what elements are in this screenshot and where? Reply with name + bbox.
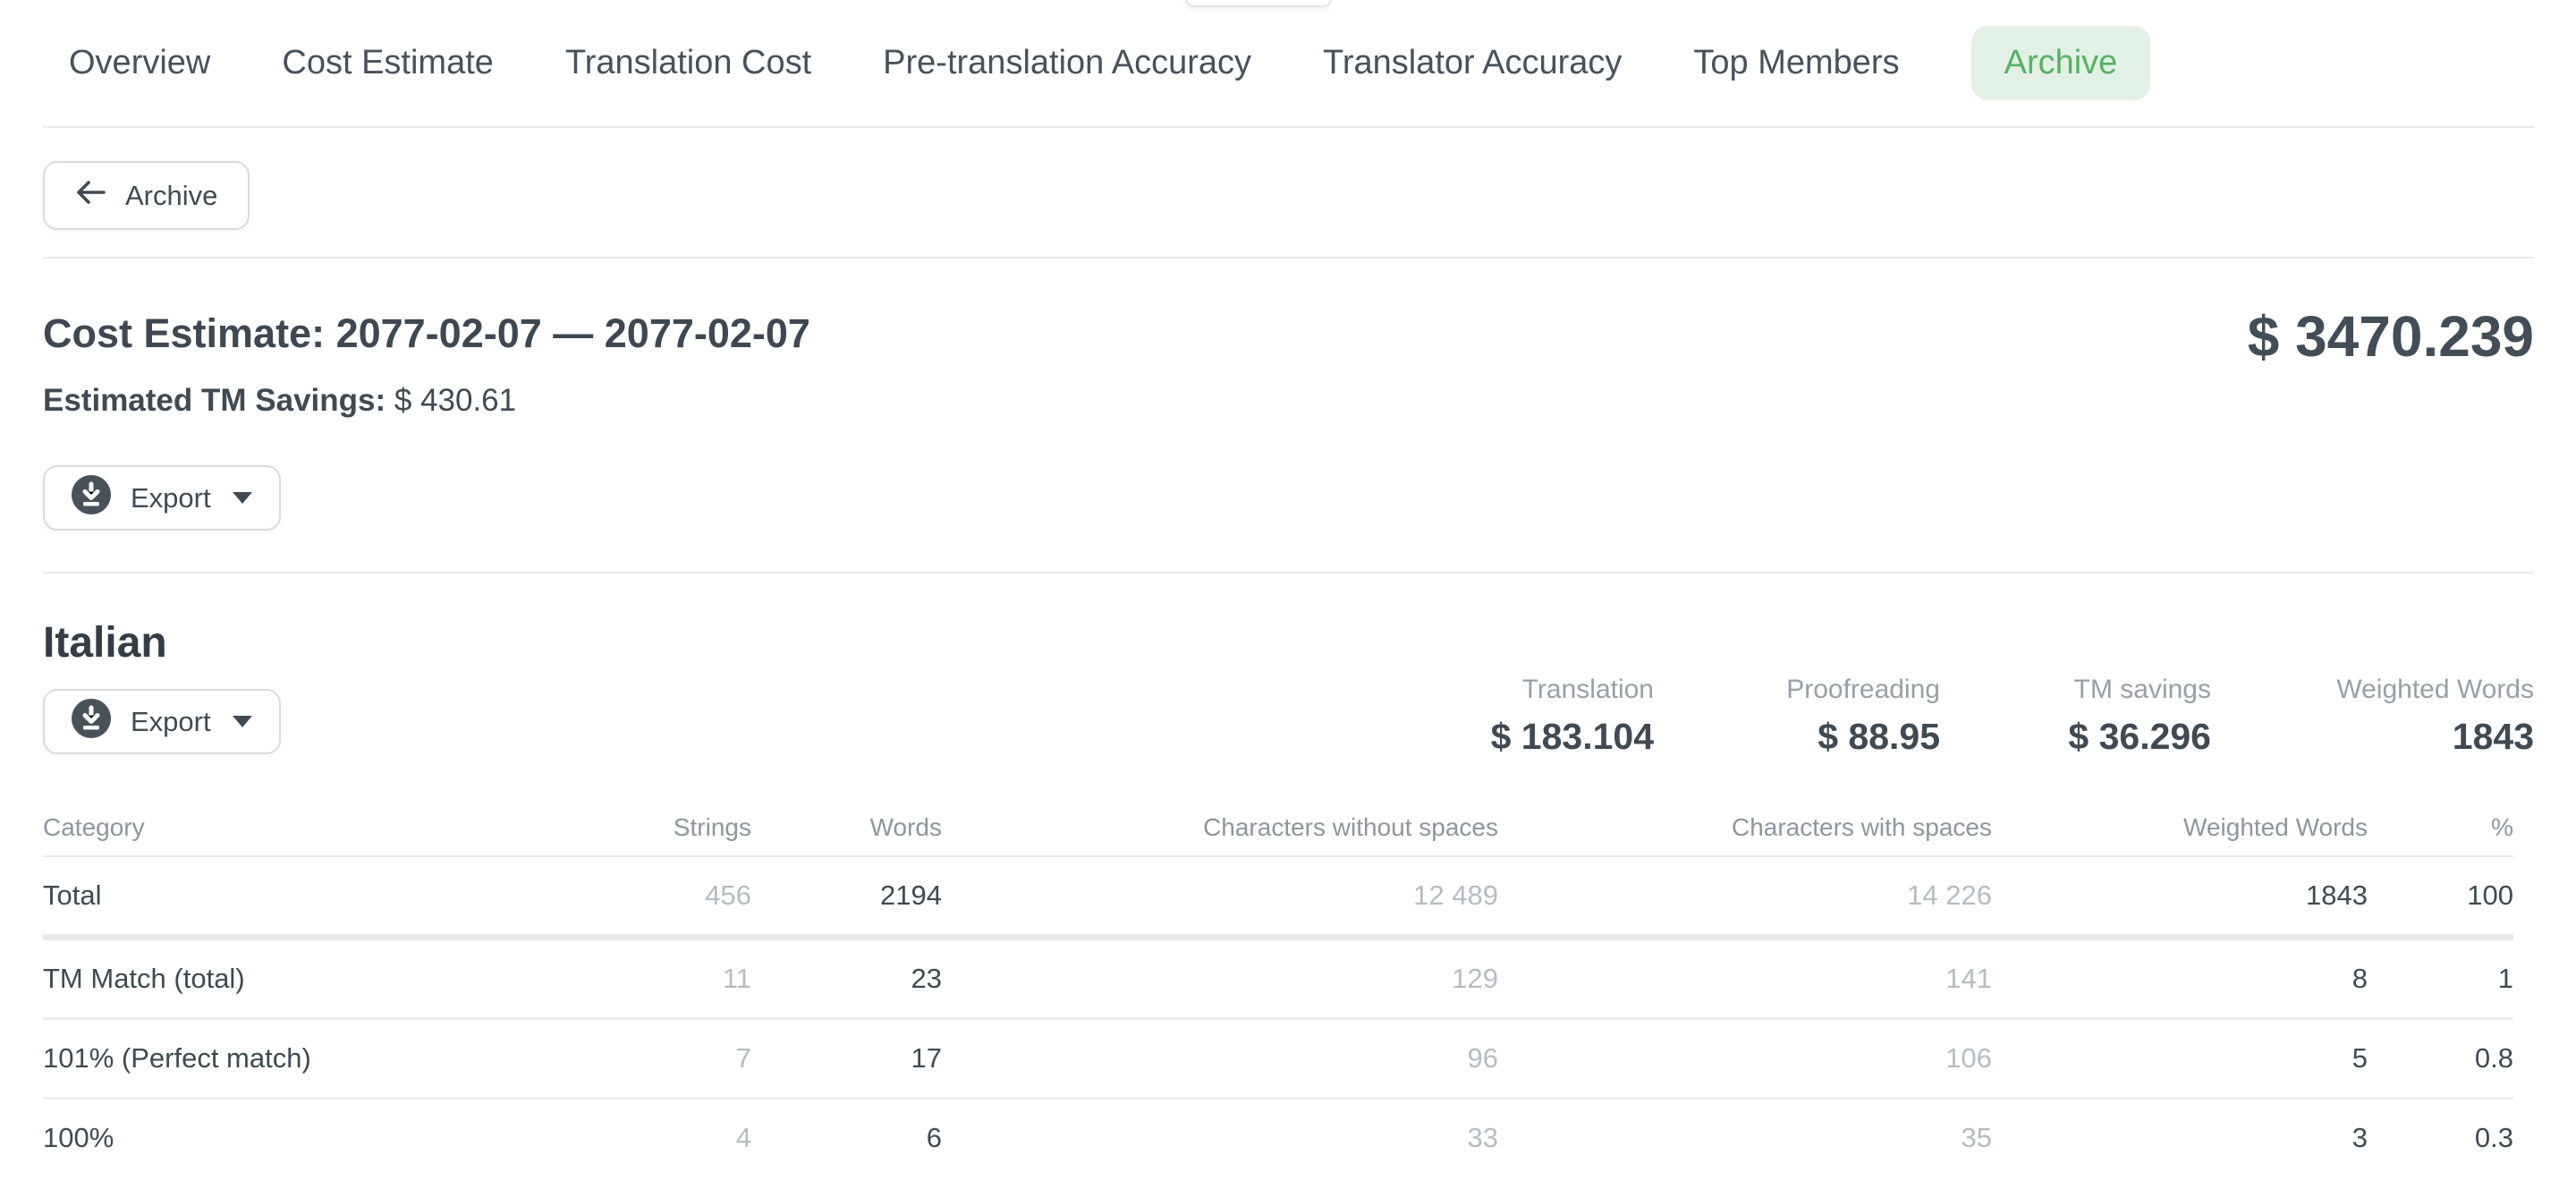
stat-translation: Translation $ 183.104 <box>1403 673 1654 759</box>
row-separator <box>43 1017 2513 1020</box>
archive-toolbar: Archive <box>43 128 2534 259</box>
table-header-row: Category Strings Words Characters withou… <box>43 800 2513 857</box>
cutoff-popover-remnant <box>1185 0 1332 7</box>
cell-category: 100% <box>43 1122 114 1153</box>
report-tabs: Overview Cost Estimate Translation Cost … <box>43 0 2534 128</box>
col-header-chars-without-spaces: Characters without spaces <box>1203 813 1498 841</box>
cell-percent: 0.8 <box>2474 1042 2513 1074</box>
tab-archive[interactable]: Archive <box>1970 26 2151 100</box>
tm-savings-value: $ 430.61 <box>394 383 517 418</box>
cell-strings: 456 <box>705 879 751 911</box>
download-circle-icon <box>72 474 111 522</box>
stat-value: $ 88.95 <box>1818 716 1940 757</box>
table-row-tm-match: TM Match (total) 11 23 129 141 8 1 <box>43 940 2513 1017</box>
export-button[interactable]: Export <box>43 465 281 531</box>
cell-weighted-words: 3 <box>2351 1122 2368 1153</box>
cell-strings: 7 <box>735 1042 751 1074</box>
cost-estimate-section: Cost Estimate: 2077-02-07 — 2077-02-07 $… <box>43 259 2534 574</box>
stat-label: Proofreading <box>1786 675 1940 704</box>
caret-down-icon <box>232 492 252 504</box>
table-row-101-perfect-match: 101% (Perfect match) 7 17 96 106 5 0.8 <box>43 1020 2513 1097</box>
cell-percent: 100 <box>2467 879 2513 911</box>
cell-category: 101% (Perfect match) <box>43 1042 311 1074</box>
arrow-left-icon <box>75 179 107 213</box>
stat-value: $ 36.296 <box>2068 716 2211 757</box>
cell-weighted-words: 8 <box>2351 963 2368 994</box>
stat-value: 1843 <box>2452 716 2534 757</box>
page-title: Cost Estimate: 2077-02-07 — 2077-02-07 <box>43 310 810 356</box>
archive-back-button[interactable]: Archive <box>43 161 250 230</box>
cell-weighted-words: 1843 <box>2306 879 2368 911</box>
cell-chars-with-spaces: 141 <box>1945 963 1992 994</box>
row-separator-thick <box>43 934 2513 940</box>
tab-overview[interactable]: Overview <box>69 44 211 81</box>
col-header-strings: Strings <box>673 813 751 841</box>
stat-weighted-words: Weighted Words 1843 <box>2211 673 2534 759</box>
stat-tm-savings: TM savings $ 36.296 <box>1940 673 2211 759</box>
stat-value: $ 183.104 <box>1490 716 1654 757</box>
tab-pre-translation-accuracy[interactable]: Pre-translation Accuracy <box>883 44 1252 81</box>
export-button-label: Export <box>131 481 211 514</box>
stat-label: TM savings <box>2073 675 2211 704</box>
tab-cost-estimate[interactable]: Cost Estimate <box>282 44 494 81</box>
tab-translator-accuracy[interactable]: Translator Accuracy <box>1323 44 1623 81</box>
col-header-chars-with-spaces: Characters with spaces <box>1731 813 1992 841</box>
cell-percent: 0.3 <box>2474 1122 2513 1153</box>
col-header-weighted-words: Weighted Words <box>2183 813 2368 841</box>
table-row-100: 100% 4 6 33 35 3 0.3 <box>43 1100 2513 1177</box>
total-price: $ 3470.239 <box>2247 304 2534 369</box>
col-header-words: Words <box>869 813 942 841</box>
cell-chars-without-spaces: 129 <box>1452 963 1498 994</box>
cell-chars-with-spaces: 35 <box>1961 1122 1992 1153</box>
cell-chars-with-spaces: 14 226 <box>1907 879 1992 911</box>
cell-chars-without-spaces: 96 <box>1467 1042 1498 1074</box>
tm-savings-line: Estimated TM Savings: $ 430.61 <box>43 383 2534 419</box>
row-separator <box>43 1097 2513 1100</box>
language-section: Italian Export Translation $ 183.10 <box>43 574 2534 1177</box>
cell-percent: 1 <box>2497 963 2513 994</box>
language-export-label: Export <box>131 705 211 737</box>
cell-chars-with-spaces: 106 <box>1945 1042 1992 1074</box>
col-header-category: Category <box>43 813 145 841</box>
cell-chars-without-spaces: 12 489 <box>1413 879 1498 911</box>
cell-chars-without-spaces: 33 <box>1467 1122 1498 1153</box>
cell-words: 2194 <box>880 879 942 911</box>
language-export-button[interactable]: Export <box>43 689 281 754</box>
stat-label: Translation <box>1521 675 1654 704</box>
cell-words: 17 <box>911 1042 942 1074</box>
cell-weighted-words: 5 <box>2351 1042 2368 1074</box>
cell-category: Total <box>43 879 102 911</box>
language-title: Italian <box>43 619 167 667</box>
cell-category: TM Match (total) <box>43 963 245 994</box>
cell-strings: 11 <box>722 963 751 994</box>
cost-breakdown-table: Category Strings Words Characters withou… <box>43 800 2513 1177</box>
cell-words: 23 <box>911 963 942 994</box>
stat-proofreading: Proofreading $ 88.95 <box>1654 673 1940 759</box>
cell-strings: 4 <box>735 1122 751 1153</box>
col-header-percent: % <box>2491 813 2513 841</box>
caret-down-icon <box>232 716 252 727</box>
cell-words: 6 <box>926 1122 942 1153</box>
language-stats: Translation $ 183.104 Proofreading $ 88.… <box>1403 673 2534 759</box>
tm-savings-label: Estimated TM Savings: <box>43 383 386 418</box>
table-row-total: Total 456 2194 12 489 14 226 1843 100 <box>43 857 2513 934</box>
archive-back-label: Archive <box>125 179 218 211</box>
tab-translation-cost[interactable]: Translation Cost <box>564 44 812 81</box>
tab-top-members[interactable]: Top Members <box>1693 44 1900 81</box>
stat-label: Weighted Words <box>2336 675 2534 704</box>
download-circle-icon <box>72 698 111 745</box>
